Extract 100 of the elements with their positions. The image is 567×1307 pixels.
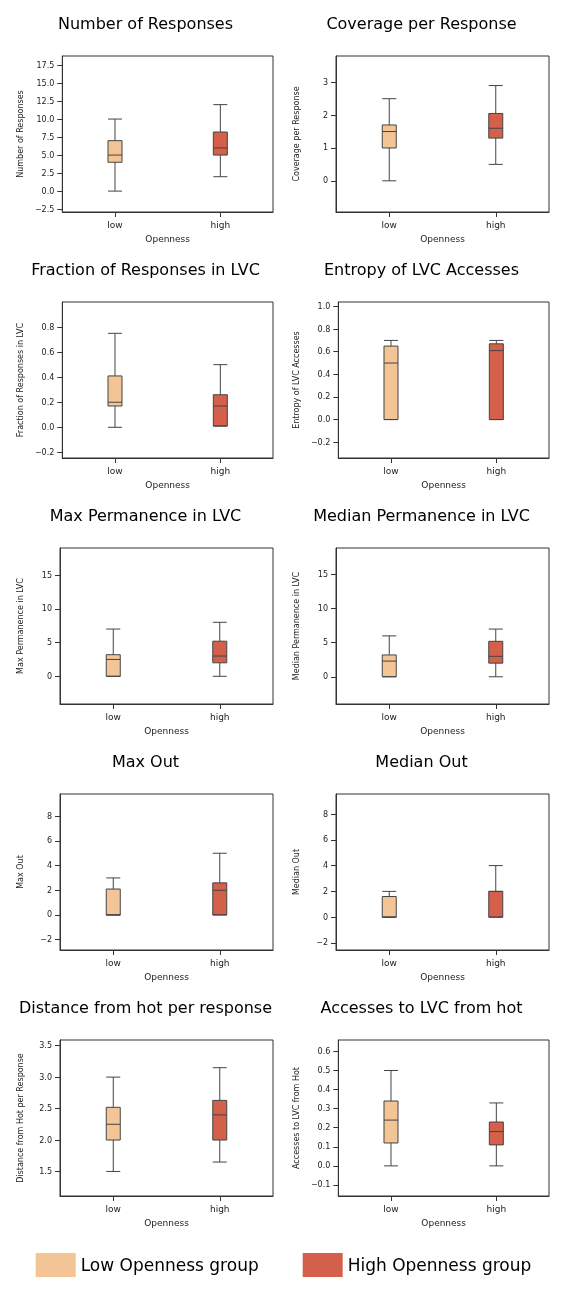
x-axis-title: Openness	[421, 479, 467, 490]
y-tick-label: 0.8	[41, 322, 55, 332]
y-tick-label: 15	[317, 570, 328, 580]
y-tick-label: 1.5	[39, 1166, 52, 1176]
y-axis-title: Number of Responses	[15, 90, 25, 178]
x-tick-label: high	[485, 957, 506, 968]
x-axis-title: Openness	[144, 1217, 190, 1228]
x-tick-label: high	[485, 711, 506, 722]
y-tick-label: 0.0	[41, 422, 55, 432]
y-tick-label: 7.5	[41, 132, 55, 142]
y-axis-title: Max Out	[15, 855, 25, 889]
y-tick-label: 0	[46, 910, 52, 920]
x-axis-title: Openness	[145, 479, 191, 490]
y-tick-label: 2	[322, 886, 328, 896]
x-tick-label: high	[209, 711, 230, 722]
y-tick-label: 2.5	[39, 1104, 52, 1114]
y-tick-label: 15.0	[36, 78, 55, 88]
x-tick-label: low	[105, 711, 121, 722]
y-tick-label: 0.0	[317, 415, 331, 425]
y-tick-label: 2	[322, 110, 328, 120]
y-tick-label: 0	[322, 176, 328, 186]
y-tick-label: 8	[46, 811, 52, 821]
x-tick-label: high	[209, 1203, 230, 1214]
y-tick-label: 10.0	[36, 114, 55, 124]
y-tick-label: −0.2	[310, 437, 331, 447]
chart-title: Fraction of Responses in LVC	[31, 259, 260, 279]
y-tick-label: 1.0	[317, 302, 331, 312]
x-tick-label: low	[105, 1203, 121, 1214]
y-tick-label: 4	[46, 861, 52, 871]
x-axis-title: Openness	[420, 233, 466, 244]
y-tick-label: −0.2	[34, 447, 55, 457]
x-tick-label: high	[486, 465, 507, 476]
y-tick-label: 0.6	[317, 347, 331, 357]
y-tick-label: 0.6	[317, 1046, 331, 1056]
chart-title: Max Permanence in LVC	[49, 505, 242, 525]
chart-title: Accesses to LVC from hot	[320, 997, 523, 1017]
y-tick-label: 0	[322, 672, 328, 682]
chart-title: Max Out	[111, 751, 180, 771]
x-axis-title: Openness	[420, 725, 466, 736]
y-axis-title: Max Permanence in LVC	[15, 577, 25, 674]
y-tick-label: −2.5	[34, 204, 55, 214]
y-tick-label: 0.4	[317, 1085, 331, 1095]
chart-title: Coverage per Response	[326, 13, 517, 33]
chart-title: Median Permanence in LVC	[313, 505, 530, 525]
y-tick-label: −0.1	[310, 1180, 331, 1190]
y-tick-label: 5	[46, 638, 52, 648]
x-axis-title: Openness	[420, 971, 466, 982]
x-axis-title: Openness	[144, 725, 190, 736]
chart-title: Median Out	[375, 751, 468, 771]
x-tick-label: low	[383, 465, 399, 476]
x-tick-label: high	[486, 1203, 507, 1214]
x-tick-label: low	[105, 957, 121, 968]
y-axis-title: Entropy of LVC Accesses	[291, 331, 301, 429]
x-axis-title: Openness	[145, 233, 191, 244]
y-tick-label: 0.4	[317, 369, 331, 379]
y-axis-title: Median Out	[291, 848, 301, 896]
y-tick-label: 6	[322, 835, 328, 845]
y-tick-label: −2	[40, 935, 52, 945]
y-tick-label: 2.5	[41, 168, 55, 178]
y-tick-label: 0.3	[317, 1104, 331, 1114]
x-tick-label: low	[381, 711, 397, 722]
y-tick-label: 0	[46, 671, 52, 681]
y-tick-label: 0.6	[41, 347, 55, 357]
x-tick-label: low	[381, 957, 397, 968]
x-tick-label: low	[383, 1203, 399, 1214]
chart-title: Number of Responses	[57, 13, 234, 33]
y-tick-label: 0.2	[317, 392, 331, 402]
x-tick-label: low	[107, 219, 123, 230]
y-tick-label: 2	[46, 885, 52, 895]
y-axis-title: Distance from Hot per Response	[15, 1053, 25, 1183]
x-tick-label: low	[381, 219, 397, 230]
y-tick-label: 6	[46, 836, 52, 846]
chart-title: Entropy of LVC Accesses	[323, 259, 520, 279]
chart-title: Distance from hot per response	[19, 997, 272, 1017]
legend-label: Low Openness group	[80, 1255, 259, 1275]
y-tick-label: 0.0	[41, 186, 55, 196]
y-tick-label: 0	[322, 912, 328, 922]
x-axis-title: Openness	[421, 1217, 467, 1228]
y-tick-label: 15	[41, 570, 52, 580]
y-axis-title: Coverage per Response	[291, 86, 301, 182]
y-tick-label: 4	[322, 861, 328, 871]
x-tick-label: low	[107, 465, 123, 476]
y-tick-label: 8	[322, 809, 328, 819]
y-tick-label: 5.0	[41, 150, 55, 160]
y-axis-title: Median Permanence in LVC	[291, 571, 301, 681]
y-tick-label: 0.5	[317, 1066, 331, 1076]
y-tick-label: 17.5	[36, 60, 55, 70]
y-tick-label: 0.2	[317, 1123, 331, 1133]
legend-label: High Openness group	[347, 1255, 532, 1275]
y-axis-title: Fraction of Responses in LVC	[15, 322, 25, 438]
y-tick-label: 10	[41, 604, 52, 614]
y-tick-label: 0.1	[317, 1142, 331, 1152]
y-axis-title: Accesses to LVC from Hot	[291, 1067, 301, 1169]
y-tick-label: 2.0	[39, 1135, 52, 1145]
y-tick-label: 0.4	[41, 372, 55, 382]
y-tick-label: 5	[322, 638, 328, 648]
x-tick-label: high	[209, 957, 230, 968]
y-tick-label: 0.0	[317, 1161, 331, 1171]
y-tick-label: 1	[322, 143, 328, 153]
x-tick-label: high	[210, 219, 231, 230]
